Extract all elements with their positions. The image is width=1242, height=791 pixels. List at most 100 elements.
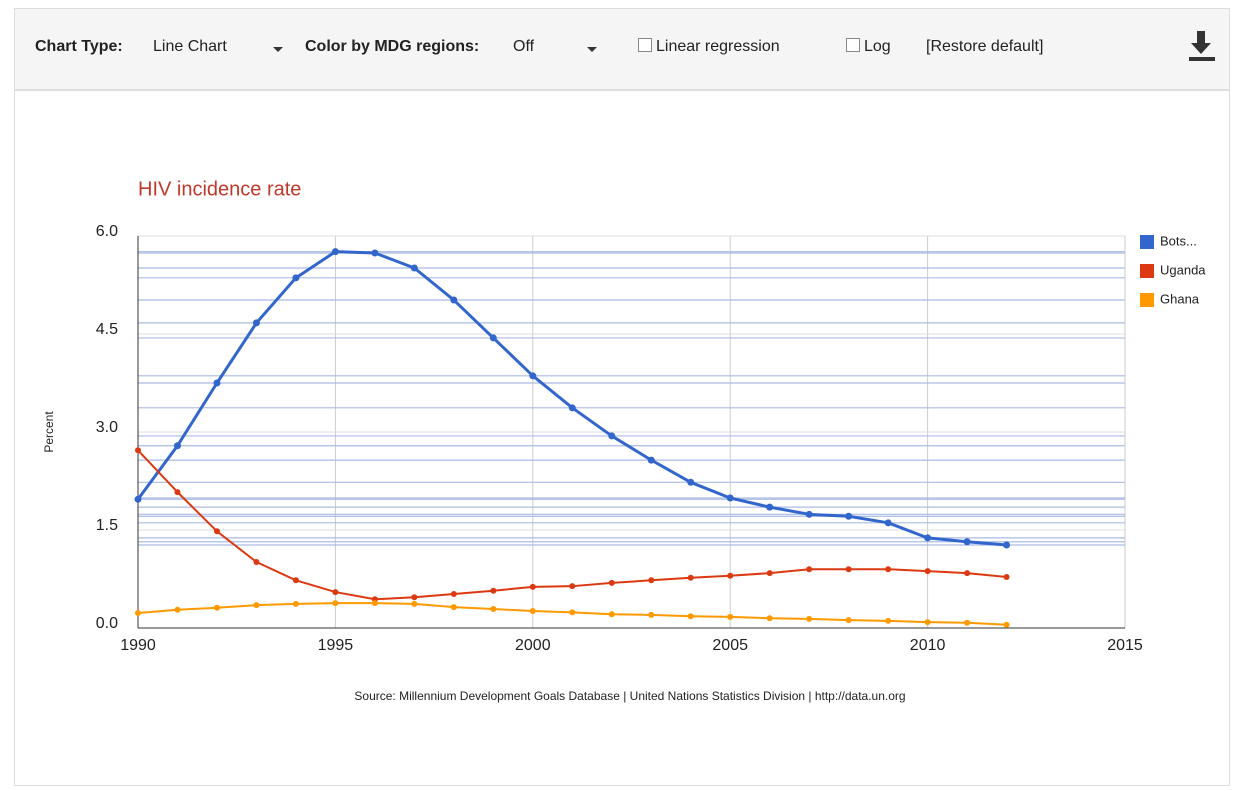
- data-point: [292, 577, 299, 584]
- series-line: [136, 250, 1007, 547]
- data-point: [647, 456, 655, 464]
- data-point: [569, 609, 576, 616]
- x-tick-label: 1995: [318, 637, 354, 654]
- data-point: [410, 264, 418, 272]
- series-line: [137, 449, 1007, 601]
- panel: [14, 8, 1230, 786]
- data-point: [806, 566, 813, 573]
- data-point: [924, 619, 931, 626]
- data-point: [648, 577, 655, 584]
- data-point: [253, 559, 260, 566]
- x-tick-label: 1990: [120, 637, 156, 654]
- data-point: [292, 600, 299, 607]
- dropdown-arrow[interactable]: [273, 47, 283, 52]
- data-point: [806, 615, 813, 622]
- data-point: [411, 600, 418, 607]
- data-point: [213, 528, 220, 535]
- data-point: [174, 489, 181, 496]
- data-point: [371, 600, 378, 607]
- data-point: [292, 274, 300, 282]
- data-point: [766, 503, 774, 511]
- data-point: [529, 372, 537, 380]
- data-point: [490, 587, 497, 594]
- data-point: [608, 432, 616, 440]
- data-point: [924, 568, 931, 575]
- data-point: [529, 608, 536, 615]
- data-point: [134, 495, 142, 503]
- data-point: [569, 583, 576, 590]
- data-point: [529, 583, 536, 590]
- chart-type-label: Chart Type:: [35, 38, 123, 55]
- data-point: [135, 609, 141, 616]
- legend-label: Bots...: [1160, 233, 1197, 248]
- data-point: [805, 510, 813, 518]
- data-point: [845, 566, 852, 573]
- data-point: [687, 478, 695, 486]
- data-point: [135, 447, 141, 454]
- data-point: [411, 594, 418, 601]
- y-axis-label: Percent: [42, 411, 56, 453]
- legend-swatch: [1140, 264, 1154, 278]
- x-tick-label: 2000: [515, 637, 551, 654]
- data-point: [608, 579, 615, 586]
- data-point: [450, 296, 458, 304]
- data-point: [332, 589, 339, 596]
- chart-type-select[interactable]: Line Chart: [153, 38, 227, 55]
- legend-label: Ghana: [1160, 291, 1200, 306]
- data-point: [174, 606, 181, 613]
- data-point: [964, 570, 971, 577]
- data-point: [1003, 621, 1010, 628]
- checkbox[interactable]: [638, 38, 652, 52]
- x-tick-label: 2015: [1107, 637, 1143, 654]
- linear-regression[interactable]: Linear regression: [656, 38, 780, 55]
- source-note: Source: Millennium Development Goals Dat…: [354, 689, 905, 703]
- y-tick-label: 6.0: [96, 223, 118, 240]
- data-point: [371, 249, 379, 257]
- legend-label: Uganda: [1160, 262, 1206, 277]
- data-point: [845, 512, 853, 520]
- data-point: [885, 566, 892, 573]
- data-point: [963, 538, 971, 546]
- data-point: [331, 248, 339, 256]
- download-icon[interactable]: [1185, 27, 1219, 67]
- data-point: [885, 617, 892, 624]
- data-point: [964, 619, 971, 626]
- data-point: [253, 602, 260, 609]
- chart-title: HIV incidence rate: [138, 178, 301, 200]
- data-point: [687, 613, 694, 620]
- data-point: [766, 615, 773, 622]
- restore-default[interactable]: [Restore default]: [926, 38, 1044, 55]
- dropdown-arrow[interactable]: [587, 47, 597, 52]
- data-point: [924, 534, 932, 542]
- data-point: [726, 494, 734, 502]
- checkbox[interactable]: [846, 38, 860, 52]
- toolbar: Chart Type: Line Chart Color by MDG regi…: [15, 9, 1229, 91]
- data-point: [489, 334, 497, 342]
- y-tick-label: 0.0: [96, 615, 118, 632]
- data-point: [727, 613, 734, 620]
- data-point: [608, 611, 615, 618]
- x-tick-label: 2010: [910, 637, 946, 654]
- data-point: [173, 442, 181, 450]
- data-point: [213, 379, 221, 387]
- data-point: [213, 604, 220, 611]
- data-point: [450, 604, 457, 611]
- data-point: [884, 519, 892, 527]
- y-tick-label: 4.5: [96, 321, 118, 338]
- x-tick-label: 2005: [712, 637, 748, 654]
- color-select[interactable]: Off: [513, 38, 535, 55]
- data-point: [687, 574, 694, 581]
- data-point: [1003, 541, 1011, 549]
- data-point: [727, 572, 734, 579]
- data-point: [845, 617, 852, 624]
- color-label: Color by MDG regions:: [305, 38, 480, 55]
- log-toggle[interactable]: Log: [864, 38, 891, 55]
- data-point: [568, 404, 576, 412]
- data-point: [490, 606, 497, 613]
- legend-swatch: [1140, 235, 1154, 249]
- legend-swatch: [1140, 293, 1154, 307]
- data-point: [252, 319, 260, 327]
- y-tick-label: 1.5: [96, 517, 118, 534]
